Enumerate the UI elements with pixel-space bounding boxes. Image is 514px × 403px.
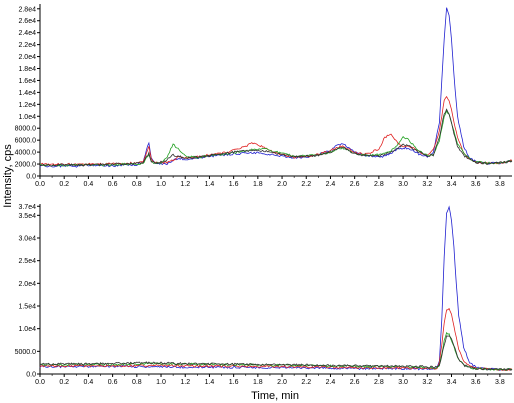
x-tick-label: 1.0 <box>156 181 166 188</box>
x-tick-label: 1.8 <box>253 181 263 188</box>
x-tick-label: 2.6 <box>350 181 360 188</box>
x-tick-label: 0.0 <box>35 379 45 386</box>
y-tick-label: 2.8e4 <box>18 6 36 13</box>
y-tick-label: 0.0 <box>26 174 36 181</box>
x-tick-label: 0.8 <box>132 379 142 386</box>
series-trace <box>39 335 513 371</box>
y-tick-label: 1.8e4 <box>18 66 36 73</box>
x-axis-title: Time, min <box>251 390 299 402</box>
x-tick-label: 1.4 <box>205 379 215 386</box>
series-trace <box>39 7 513 168</box>
series-trace <box>39 307 513 372</box>
y-tick-label: 3.5e4 <box>18 213 36 220</box>
y-tick-label: 0.0 <box>26 372 36 379</box>
x-tick-label: 3.0 <box>398 181 408 188</box>
x-tick-label: 1.6 <box>229 379 239 386</box>
x-tick-label: 0.6 <box>108 181 118 188</box>
bottom-chromatogram-panel: 0.0 5000.0 1.0e4 1.5e4 2.0e4 2.5e4 3.0e4 3.5e4 3… <box>15 204 513 386</box>
x-tick-label: 0.2 <box>59 181 69 188</box>
x-tick-label: 1.0 <box>156 379 166 386</box>
x-tick-label: 1.8 <box>253 379 263 386</box>
y-tick-label: 3.7e4 <box>18 204 36 211</box>
y-tick-label: 8000.0 <box>15 126 37 133</box>
x-tick-label: 3.8 <box>495 181 505 188</box>
x-tick-label: 3.0 <box>398 379 408 386</box>
y-tick-label: 2.0e4 <box>18 281 36 288</box>
x-tick-label: 2.4 <box>326 181 336 188</box>
y-tick-label: 2000.0 <box>15 162 37 169</box>
y-tick-label: 6000.0 <box>15 138 37 145</box>
y-tick-label: 2.4e4 <box>18 30 36 37</box>
y-axis-title: Intensity, cps <box>2 144 14 208</box>
x-tick-label: 2.0 <box>277 379 287 386</box>
x-tick-label: 2.0 <box>277 181 287 188</box>
x-tick-label: 1.6 <box>229 181 239 188</box>
y-tick-label: 5000.0 <box>15 349 37 356</box>
y-tick-label: 1.0e4 <box>18 326 36 333</box>
x-tick-label: 2.2 <box>301 379 311 386</box>
x-tick-label: 2.8 <box>374 379 384 386</box>
x-tick-label: 1.2 <box>180 379 190 386</box>
x-tick-label: 2.8 <box>374 181 384 188</box>
y-tick-label: 2.5e4 <box>18 258 36 265</box>
y-tick-label: 4000.0 <box>15 150 37 157</box>
x-tick-label: 3.2 <box>422 379 432 386</box>
x-tick-label: 3.4 <box>447 181 457 188</box>
x-tick-label: 3.6 <box>471 181 481 188</box>
x-tick-label: 0.4 <box>84 181 94 188</box>
y-tick-label: 3.0e4 <box>18 236 36 243</box>
y-tick-label: 2.0e4 <box>18 54 36 61</box>
x-tick-label: 3.2 <box>422 181 432 188</box>
y-tick-label: 1.0e4 <box>18 114 36 121</box>
x-tick-label: 1.2 <box>180 181 190 188</box>
y-tick-label: 1.4e4 <box>18 90 36 97</box>
top-chromatogram-panel: 0.0 2000.0 4000.0 6000.0 8000.0 1.0e4 1.2e4 1.4… <box>15 4 513 188</box>
x-tick-label: 0.8 <box>132 181 142 188</box>
x-tick-label: 0.4 <box>84 379 94 386</box>
x-tick-label: 0.6 <box>108 379 118 386</box>
x-tick-label: 2.4 <box>326 379 336 386</box>
y-tick-label: 2.6e4 <box>18 18 36 25</box>
y-tick-label: 1.6e4 <box>18 78 36 85</box>
x-tick-label: 3.6 <box>471 379 481 386</box>
x-tick-label: 0.2 <box>59 379 69 386</box>
x-tick-label: 3.4 <box>447 379 457 386</box>
x-tick-label: 0.0 <box>35 181 45 188</box>
x-tick-label: 3.8 <box>495 379 505 386</box>
series-trace <box>39 205 513 371</box>
x-tick-label: 1.4 <box>205 181 215 188</box>
y-tick-label: 1.5e4 <box>18 304 36 311</box>
series-trace <box>39 108 513 167</box>
x-tick-label: 2.2 <box>301 181 311 188</box>
x-tick-label: 2.6 <box>350 379 360 386</box>
y-tick-label: 1.2e4 <box>18 102 36 109</box>
y-tick-label: 2.2e4 <box>18 42 36 49</box>
